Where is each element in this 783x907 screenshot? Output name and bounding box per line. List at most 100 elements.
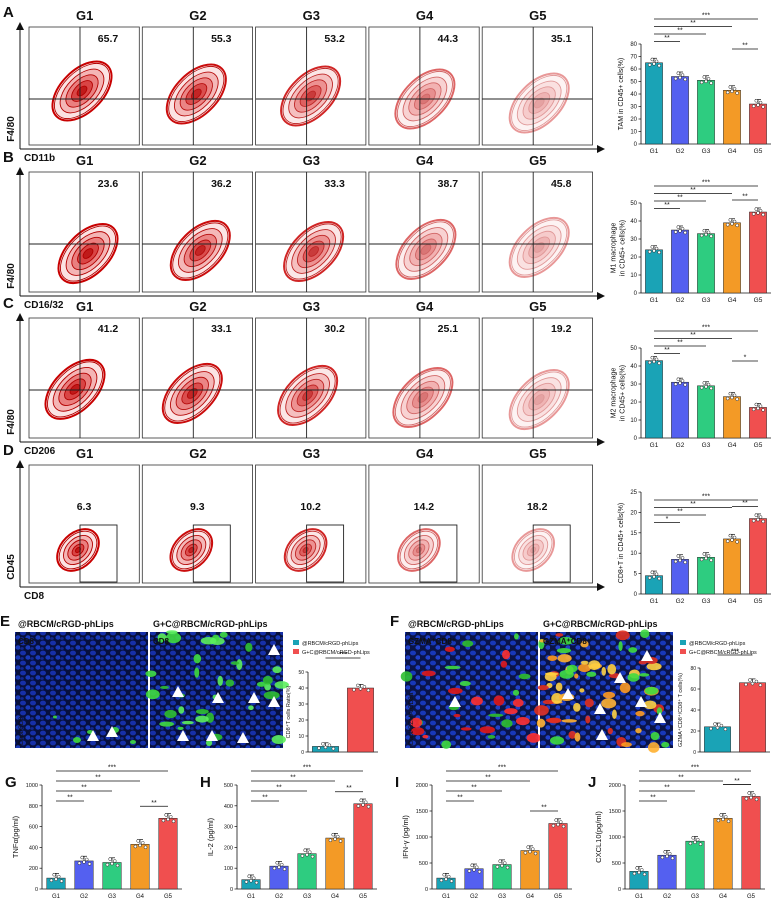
point-E-2-5 (358, 687, 363, 691)
if-signal-F-left-10 (515, 717, 530, 726)
contour-D-4 (397, 528, 441, 572)
if-arrow-F-right-1 (562, 688, 574, 699)
point-H-3-4 (303, 848, 307, 853)
point-D-5-1 (751, 518, 756, 523)
ytick-G-3: 600 (29, 825, 38, 831)
point-A-1-2 (654, 59, 659, 64)
point-C-2-2 (680, 379, 685, 383)
if-signal-F-right-3 (615, 630, 630, 641)
point-F-2-1 (744, 682, 748, 687)
chart-E: 0 10 20 30 40 50 *** CD8⁺T cells Ratio(%) (285, 652, 378, 756)
point-J-3-1 (688, 841, 693, 846)
if-signal-E-right-38 (195, 715, 209, 723)
point-H-1-4 (247, 874, 251, 879)
point-B-2-3 (683, 230, 687, 235)
point-G-3-1 (105, 862, 110, 867)
xcat-B-5: G5 (754, 297, 763, 304)
ytick-G-2: 400 (29, 845, 38, 851)
if-signal-E-left-4 (53, 715, 57, 719)
point-F-2-2 (754, 679, 759, 684)
contour-A-2 (165, 63, 227, 125)
point-J-1-5 (637, 870, 641, 875)
if-title-F-left: @RBCM/cRGD-phLips (408, 619, 504, 629)
contour-B-5 (508, 216, 570, 278)
point-B-4-5 (730, 222, 734, 226)
point-F-1-2 (719, 723, 724, 728)
gate-value-D-4: 14.2 (414, 501, 435, 513)
if-signal-E-right-32 (225, 679, 235, 687)
xcat-J-5: G5 (747, 894, 756, 900)
point-A-4-2 (732, 87, 737, 91)
point-B-5-4 (754, 207, 759, 211)
if-signal-E-right-4 (178, 706, 185, 714)
sig-label-B-5: ** (742, 194, 748, 201)
point-B-4-2 (732, 219, 737, 224)
point-B-1-1 (647, 249, 652, 254)
bar-C-3 (697, 385, 715, 439)
if-signal-F-left-6 (471, 696, 483, 706)
flow-plot-C-3 (255, 317, 367, 439)
point-D-4-4 (728, 533, 733, 538)
gate-value-B-2: 36.2 (211, 178, 232, 190)
point-B-2-5 (678, 229, 682, 233)
if-signal-E-right-37 (200, 637, 217, 645)
flow-ylabel-B: F4/80 (6, 263, 17, 289)
point-J-4-2 (724, 815, 728, 819)
contour-D-2 (169, 528, 214, 572)
ytick-H-3: 300 (224, 825, 233, 831)
point-H-5-1 (356, 804, 361, 808)
bar-C-5 (749, 407, 767, 439)
group-label-D-2: G2 (189, 446, 206, 461)
xcat-B-4: G4 (728, 297, 737, 304)
if-signal-E-right-24 (145, 689, 160, 700)
sig-label-A-1: *** (702, 13, 710, 20)
if-arrow-E-right-5 (206, 730, 218, 741)
if-signal-E-right-15 (245, 642, 253, 652)
ytick-H-1: 100 (224, 866, 233, 872)
point-A-3-3 (709, 81, 713, 85)
ytick-I-0: 0 (425, 887, 428, 893)
point-G-2-3 (87, 862, 92, 866)
panel-label-H: H (200, 774, 211, 791)
xcat-A-4: G4 (728, 148, 737, 155)
ytick-F-4: 80 (690, 666, 696, 672)
ytick-B-5: 50 (630, 201, 637, 207)
point-C-2-5 (678, 381, 682, 385)
ytick-G-4: 800 (29, 804, 38, 810)
if-signal-F-right-59 (588, 660, 601, 671)
ytick-B-2: 20 (630, 255, 637, 261)
xcat-I-3: G3 (498, 894, 507, 900)
point-H-3-1 (300, 854, 305, 858)
point-J-4-5 (721, 817, 725, 822)
bar-C-1 (645, 360, 663, 439)
flow-xlabel-B: CD16/32 (24, 300, 64, 311)
if-arrow-F-right-4 (635, 696, 647, 707)
group-label-B-1: G1 (76, 153, 93, 168)
point-J-2-1 (660, 855, 665, 860)
if-side-label-E: Dapi/CD8 (18, 716, 25, 745)
point-G-5-2 (169, 815, 173, 819)
gate-box-D-1 (79, 524, 118, 583)
sig-label-H-1: *** (303, 765, 311, 772)
point-J-1-2 (640, 868, 644, 872)
point-J-4-1 (716, 818, 721, 823)
if-signal-F-left-20 (493, 695, 505, 706)
ytick-A-7: 70 (630, 55, 637, 61)
panel-label-E: E (0, 613, 10, 630)
ytick-I-3: 1500 (416, 809, 428, 815)
point-C-4-2 (732, 393, 737, 398)
point-D-2-1 (673, 559, 678, 564)
point-I-1-4 (442, 872, 446, 877)
point-B-3-2 (706, 230, 711, 235)
sig-label-F-1: *** (731, 649, 739, 656)
sig-label-C-5: * (744, 355, 747, 362)
point-C-1-4 (650, 355, 655, 360)
point-E-1-3 (331, 746, 336, 751)
point-A-5-3 (761, 105, 765, 109)
if-signal-F-right-67 (561, 719, 577, 723)
ylabel-D: CD8+T in CD45+ cells(%) (618, 503, 625, 583)
point-I-2-5 (472, 868, 476, 872)
ytick-A-8: 80 (630, 42, 637, 48)
contour-C-1 (44, 358, 106, 420)
if-image-E-left (15, 632, 148, 748)
